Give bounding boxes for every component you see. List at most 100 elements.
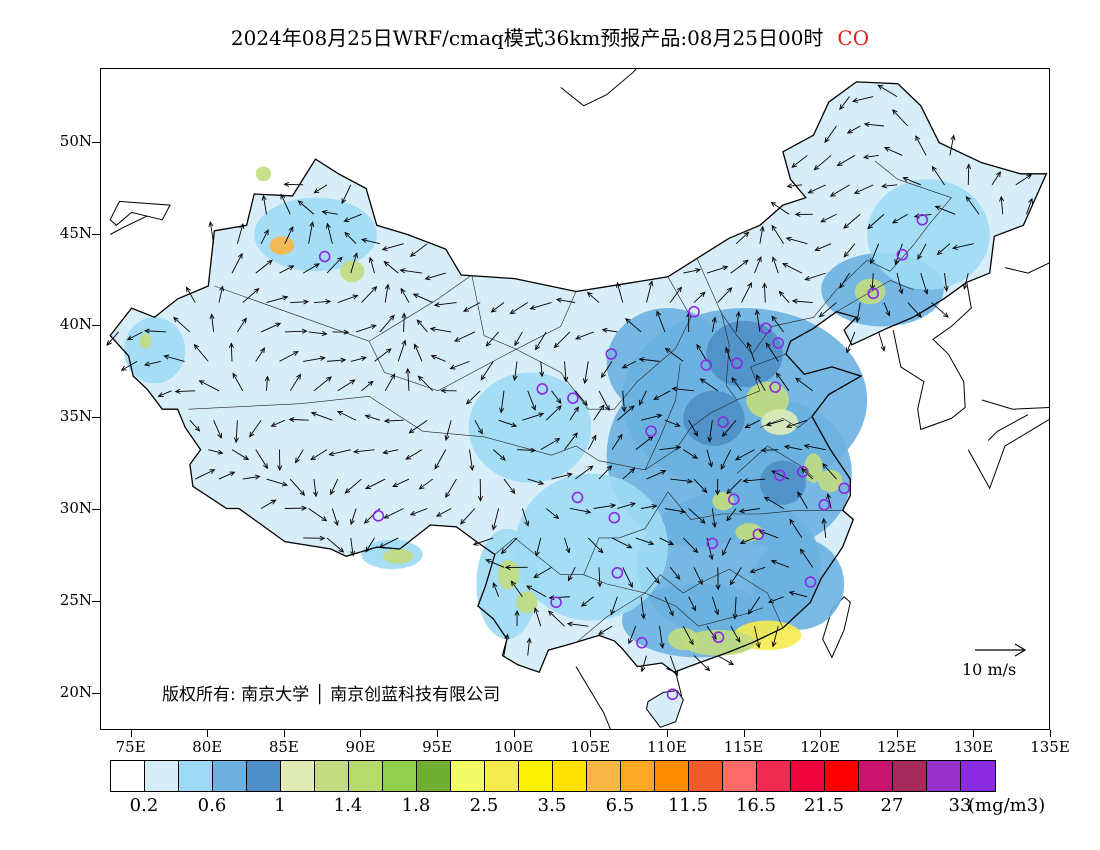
wind-arrow (682, 625, 694, 646)
wind-arrow-head (800, 467, 807, 474)
wind-arrow-head (791, 162, 797, 168)
wind-arrow-head (126, 335, 133, 341)
wind-arrow-shaft (199, 380, 220, 392)
wind-arrow (399, 268, 423, 274)
wind-arrow-shaft (808, 184, 826, 194)
wind-arrow-head (173, 316, 179, 323)
wind-arrow-head (698, 579, 703, 586)
wind-arrow-head (330, 489, 335, 496)
wind-arrow (826, 492, 832, 509)
wind-arrow-shaft (526, 585, 547, 598)
wind-arrow (409, 243, 428, 257)
wind-arrow-shaft (173, 317, 191, 333)
wind-arrow-shaft (266, 376, 268, 391)
wind-arrow-head (292, 351, 299, 356)
wind-arrow-head (675, 574, 681, 580)
wind-arrow (575, 331, 594, 340)
wind-arrow (569, 508, 592, 515)
wind-arrow (313, 184, 328, 194)
wind-arrow-shaft (303, 263, 320, 274)
wind-arrow-shaft (410, 508, 428, 516)
wind-arrow-shaft (870, 243, 880, 264)
wind-arrow-head (485, 341, 492, 347)
wind-arrow (580, 596, 594, 607)
wind-arrow-shaft (522, 413, 544, 421)
wind-arrow-head (310, 411, 317, 417)
wind-arrow-head (459, 519, 466, 525)
wind-arrow-head (747, 281, 752, 288)
wind-arrow-shaft (682, 537, 698, 553)
wind-arrow-shaft (350, 357, 366, 362)
wind-arrow-head (296, 373, 302, 380)
wind-arrow-head (794, 211, 801, 217)
wind-arrow-shaft (330, 478, 339, 495)
wind-arrow (839, 96, 850, 111)
wind-arrow-shaft (255, 347, 265, 362)
wind-arrow-shaft (735, 449, 755, 461)
wind-arrow-head (367, 380, 374, 387)
wind-arrow (279, 351, 299, 362)
wind-arrow-head (846, 128, 853, 134)
wind-arrow-head (720, 463, 726, 470)
wind-arrow-head (625, 318, 631, 324)
wind-arrow-head (688, 639, 694, 646)
wind-arrow (120, 360, 138, 371)
wind-arrow-head (950, 134, 956, 141)
wind-arrow (313, 299, 332, 305)
wind-arrow (350, 356, 367, 362)
wind-arrow-head (789, 518, 795, 525)
wind-arrow (622, 567, 633, 589)
wind-arrow-shaft (545, 405, 562, 421)
wind-arrow-shaft (771, 316, 784, 333)
wind-arrow-shaft (308, 508, 327, 522)
wind-arrow-head (409, 510, 416, 516)
wind-arrow-shaft (745, 419, 761, 428)
wind-arrow-head (782, 263, 789, 268)
wind-arrow (869, 243, 880, 265)
wind-arrow-head (371, 286, 378, 292)
concentration-area (139, 333, 152, 349)
wind-arrow-shaft (711, 596, 719, 615)
wind-arrow (855, 302, 861, 323)
concentration-area (759, 460, 806, 505)
wind-arrow (249, 419, 262, 438)
wind-arrow (999, 195, 1005, 215)
wind-arrow-head (270, 499, 277, 505)
wind-arrow (472, 537, 494, 546)
wind-arrow-shaft (350, 253, 358, 274)
wind-arrow-shaft (379, 315, 395, 333)
wind-arrow-shaft (486, 559, 505, 568)
wind-arrow (279, 265, 295, 274)
colorbar-label: 11.5 (667, 795, 709, 816)
wind-arrow (931, 165, 945, 186)
wind-arrow-shaft (175, 390, 196, 393)
wind-arrow-head (353, 252, 358, 259)
wind-arrow-head (846, 347, 851, 354)
wind-arrow-head (1028, 197, 1033, 204)
wind-arrow (593, 503, 617, 509)
wind-arrow (303, 355, 326, 362)
wind-arrow (321, 209, 338, 215)
lat-label: 20N (59, 683, 92, 702)
wind-arrow (659, 445, 682, 451)
wind-arrow-head (185, 286, 191, 293)
wind-arrow-shaft (672, 388, 695, 392)
wind-arrow-head (325, 299, 332, 305)
wind-arrow-shaft (653, 390, 671, 400)
wind-arrow (568, 567, 576, 582)
wind-arrow (535, 331, 547, 351)
wind-arrow (337, 294, 359, 303)
lat-label: 40N (59, 315, 92, 334)
wind-arrow-shaft (255, 259, 273, 274)
wind-arrow-shaft (569, 406, 579, 421)
wind-arrow-head (839, 282, 845, 289)
wind-arrow (503, 478, 516, 495)
wind-arrow (512, 361, 518, 382)
wind-arrow (228, 342, 235, 362)
wind-arrow (688, 596, 697, 612)
wind-arrow-head (338, 547, 345, 553)
wind-arrow-head (237, 252, 243, 259)
wind-arrow-head (575, 334, 582, 340)
wind-arrow-shaft (492, 449, 506, 461)
wind-arrow (545, 508, 560, 520)
